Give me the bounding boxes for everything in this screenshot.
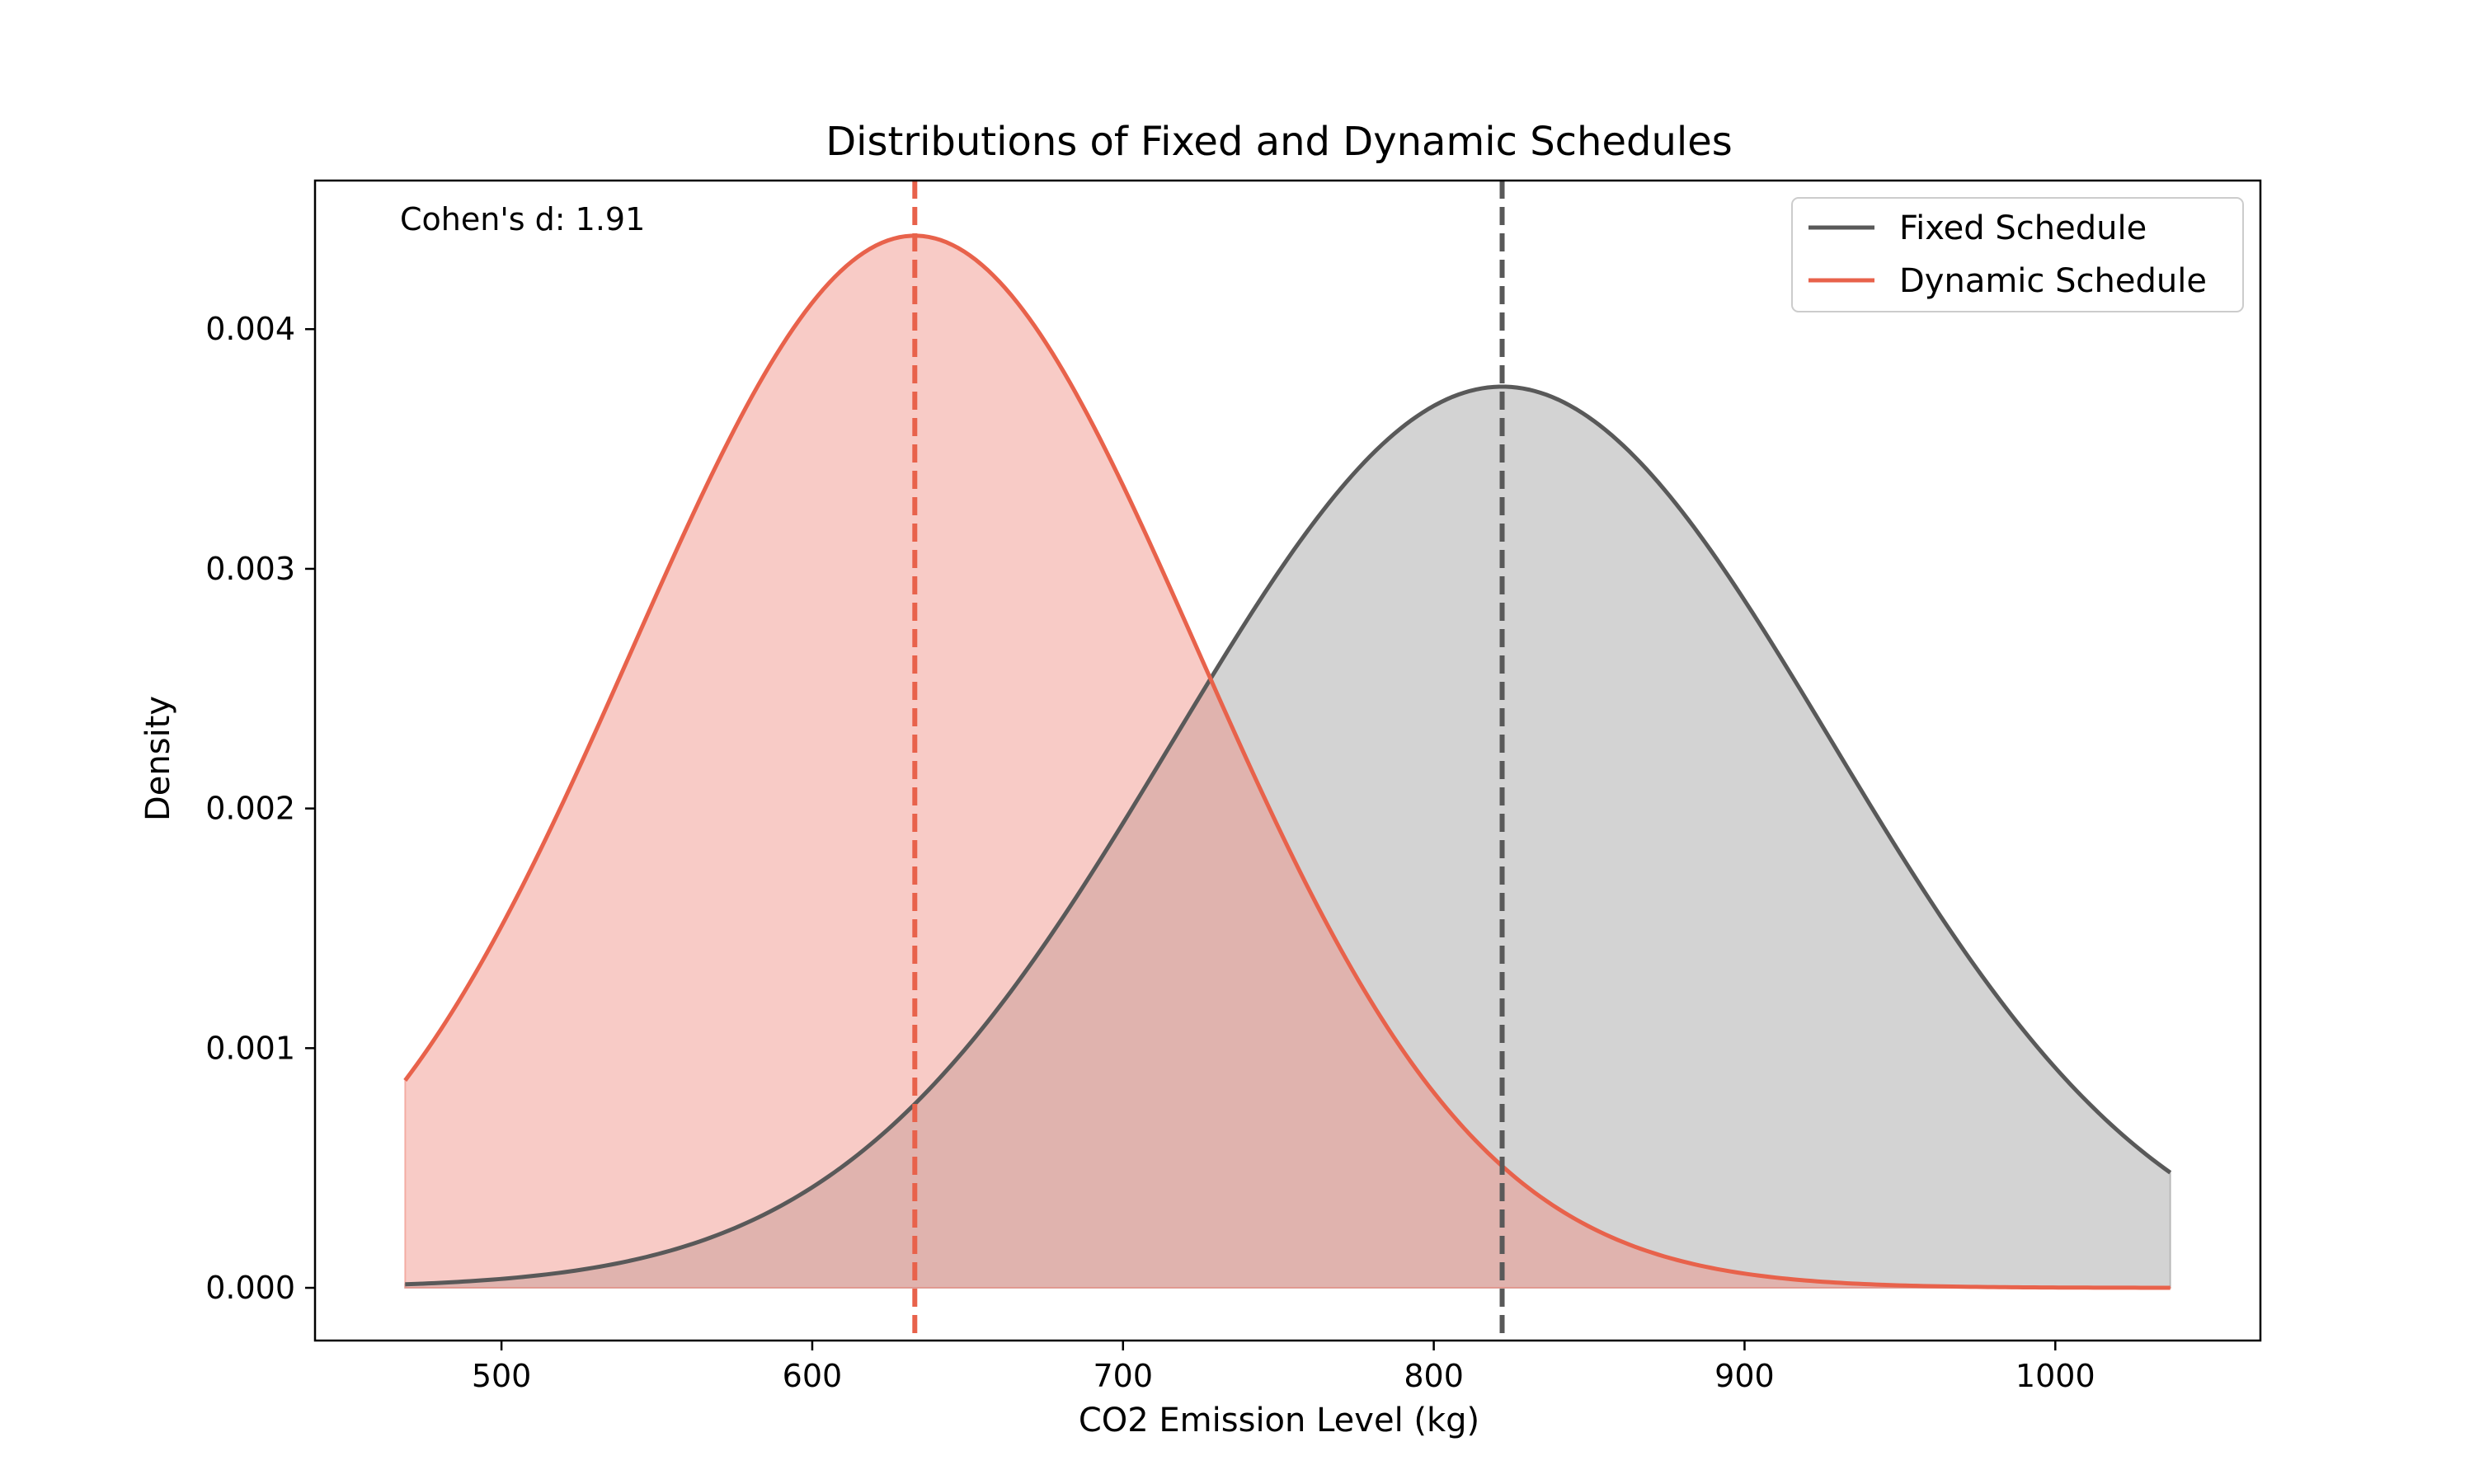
x-tick-label: 500: [472, 1358, 532, 1394]
y-tick-label: 0.004: [205, 311, 295, 347]
fixed-schedule-line: [405, 384, 2172, 1287]
legend-box: [1791, 197, 2244, 312]
series-group: [403, 181, 2172, 1341]
y-tick-label: 0.000: [205, 1270, 295, 1306]
plot-area: [403, 181, 2172, 1341]
x-tick-label: 700: [1094, 1358, 1154, 1394]
legend: Fixed Schedule Dynamic Schedule: [1791, 197, 2244, 312]
y-axis-label: Density: [139, 696, 177, 821]
x-tick-label: 1000: [2015, 1358, 2095, 1394]
dynamic-schedule-line: [403, 233, 2171, 1290]
x-tick-label: 900: [1714, 1358, 1775, 1394]
legend-label-dynamic-schedule: Dynamic Schedule: [1899, 262, 2207, 300]
y-tick-label: 0.003: [205, 551, 295, 587]
x-axis-label: CO2 Emission Level (kg): [1079, 1402, 1479, 1439]
axes: 500 600 700 800 900 1000 0.000 0.001 0.002 0.003 0…: [205, 179, 2262, 1394]
x-tick-label: 800: [1404, 1358, 1464, 1394]
y-tick-label: 0.002: [205, 791, 295, 827]
legend-label-fixed-schedule: Fixed Schedule: [1899, 209, 2147, 247]
x-tick-label: 600: [783, 1358, 843, 1394]
cohens-d-annotation: Cohen's d: 1.91: [400, 201, 645, 237]
y-tick-label: 0.001: [205, 1030, 295, 1066]
plot-frame: [313, 179, 2262, 1342]
chart-title: Distributions of Fixed and Dynamic Sched…: [825, 119, 1733, 165]
